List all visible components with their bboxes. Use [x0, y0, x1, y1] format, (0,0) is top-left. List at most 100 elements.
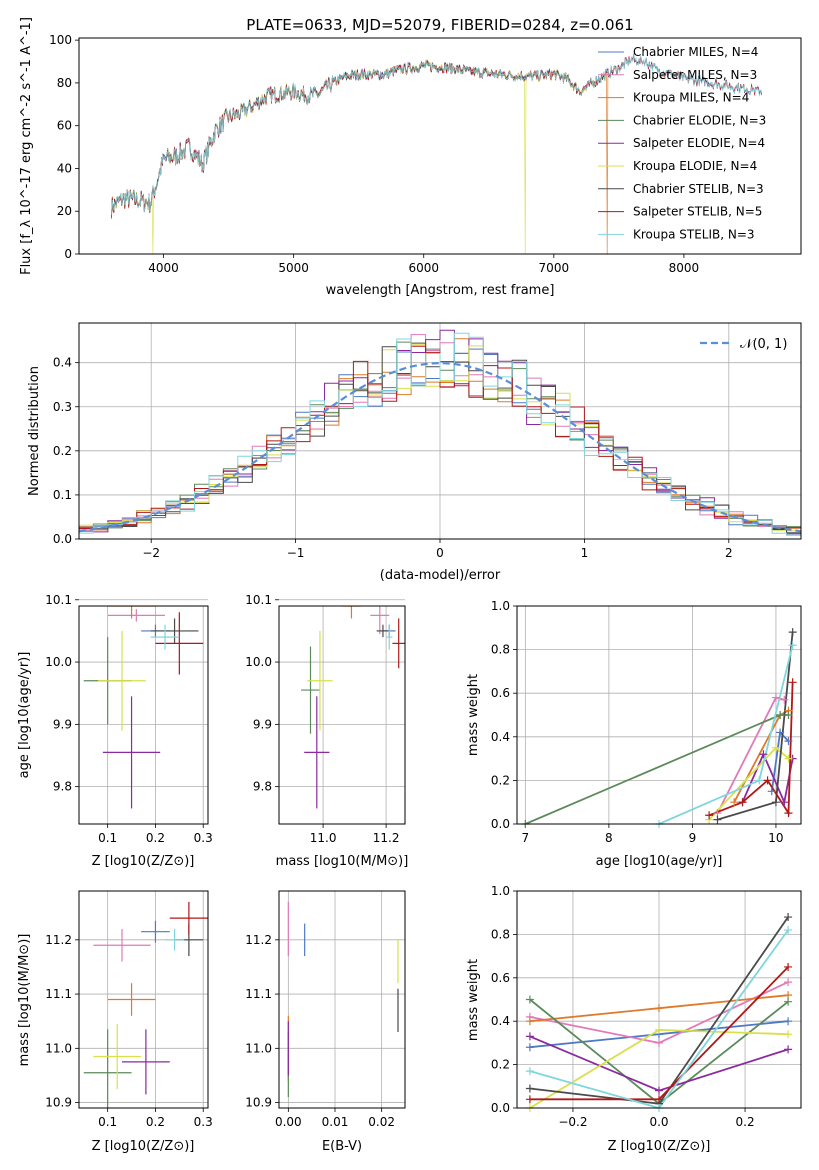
y-tick-label: 0.4: [491, 1014, 510, 1028]
y-tick-label: 0.4: [491, 730, 510, 744]
weight-marker: [655, 1025, 663, 1034]
y-tick-label: 0: [64, 247, 72, 261]
x-axis-label: (data-model)/error: [380, 568, 501, 583]
axes-frame: [78, 890, 209, 1109]
x-tick-label: 0.0: [649, 1115, 668, 1129]
panel-2: −2 −1 0 1 2 0.0 0.1 0.2 0.3 0.4 (data-model)/error…: [27, 322, 802, 583]
x-tick-label: 10: [768, 831, 783, 845]
weight-marker: [784, 962, 793, 971]
weight-marker: [788, 678, 797, 687]
weight-marker: [705, 811, 714, 820]
weight-marker: [788, 641, 797, 650]
x-tick-label: 0.3: [194, 1115, 213, 1129]
y-tick-label: 9.9: [253, 717, 272, 731]
y-tick-label: 11.0: [45, 1041, 72, 1055]
x-tick-label: 0.3: [194, 831, 213, 845]
y-tick-label: 11.1: [45, 987, 72, 1001]
y-tick-label: 0.3: [53, 400, 72, 414]
spectrum-line-3: [111, 58, 620, 254]
y-axis-label: age [log10(age/yr)]: [17, 652, 32, 779]
x-axis-label: Z [log10(Z/Z⊙)]: [92, 854, 195, 869]
x-tick-label: 0.1: [98, 1115, 117, 1129]
normal-curve: [79, 361, 801, 533]
y-tick-label: 9.8: [53, 780, 72, 794]
legend: Chabrier MILES, N=4 Salpeter MILES, N=3 Kr…: [598, 45, 766, 241]
axes-frame: [278, 605, 406, 825]
plot-area: [525, 632, 794, 824]
weight-marker: [780, 695, 789, 704]
weight-marker: [784, 913, 793, 922]
panel-3: 0.1 0.2 0.3 9.8 9.9 10.0 10.1 Z [log10(Z/Z⊙)] ag…: [17, 593, 213, 869]
y-axis-label: mass weight: [466, 674, 481, 756]
spectrum-line-9: [111, 53, 763, 216]
x-tick-label: 8: [605, 831, 613, 845]
panel-1: 4000 5000 6000 7000 8000 0 20 40 60 80 100 waveleng…: [19, 17, 802, 298]
y-axis-label: mass weight: [466, 959, 481, 1041]
weight-marker: [525, 1017, 534, 1026]
x-tick-label: 4000: [148, 261, 179, 275]
panel-7: 0.00 0.01 0.02 10.9 11.0 11.1 11.2 E(B-V): [245, 890, 406, 1154]
weight-marker: [525, 1067, 534, 1076]
x-tick-label: 0.2: [146, 831, 165, 845]
x-axis-label: age [log10(age/yr)]: [596, 854, 723, 869]
legend-label: Kroupa MILES, N=4: [633, 91, 749, 105]
weight-marker: [525, 1043, 534, 1052]
y-tick-label: 11.2: [245, 933, 272, 947]
x-tick-label: −2: [142, 546, 160, 560]
y-axis-label: Flux [f_λ 10^-17 erg cm^-2 s^-1 A^-1]: [19, 17, 34, 275]
weight-line-4: [525, 714, 789, 824]
y-axis-label: Normed distribution: [27, 366, 42, 496]
spectrum-line-6: [111, 60, 620, 254]
weight-marker: [784, 737, 793, 746]
weight-marker: [655, 1004, 663, 1013]
x-tick-label: 0.2: [736, 1115, 755, 1129]
plot-area: [111, 53, 763, 254]
y-tick-label: 40: [57, 161, 72, 175]
y-tick-label: 9.8: [253, 780, 272, 794]
plot-area: [301, 606, 405, 809]
weight-marker: [780, 798, 789, 807]
weight-marker: [784, 711, 793, 719]
weight-marker: [784, 926, 793, 935]
weight-line-5: [741, 751, 794, 806]
y-tick-label: 10.1: [45, 593, 72, 607]
x-tick-label: −1: [287, 546, 305, 560]
legend-label: Salpeter ELODIE, N=4: [633, 136, 765, 150]
x-tick-label: 8000: [669, 261, 700, 275]
weight-marker: [784, 1017, 793, 1026]
plot-area: [83, 901, 208, 1108]
legend-label: Salpeter MILES, N=3: [633, 68, 757, 82]
weight-marker: [713, 815, 722, 824]
weight-marker: [730, 798, 739, 807]
weight-marker: [755, 776, 764, 785]
panel-6: 0.1 0.2 0.3 10.9 11.0 11.1 11.2 Z [log10(Z/Z⊙)]…: [17, 890, 213, 1154]
y-tick-label: 60: [57, 119, 72, 133]
y-tick-label: 0.6: [491, 971, 510, 985]
x-tick-label: 5000: [278, 261, 309, 275]
y-tick-label: 10.9: [45, 1096, 72, 1110]
x-tick-label: 11.2: [373, 831, 400, 845]
axes-frame: [516, 890, 802, 1109]
x-tick-label: 7000: [539, 261, 570, 275]
weight-line-9: [529, 929, 789, 1108]
y-tick-label: 0.6: [491, 686, 510, 700]
x-axis-label: Z [log10(Z/Z⊙)]: [608, 1139, 711, 1154]
x-tick-label: 0.1: [98, 831, 117, 845]
y-tick-label: 0.1: [53, 488, 72, 502]
x-tick-label: 2: [725, 546, 733, 560]
y-tick-label: 10.0: [245, 655, 272, 669]
weight-marker: [767, 787, 776, 796]
weight-marker: [784, 997, 793, 1006]
weight-marker: [788, 628, 797, 637]
y-tick-label: 10.0: [45, 655, 72, 669]
y-tick-label: 80: [57, 76, 72, 90]
x-tick-label: 7: [522, 831, 530, 845]
legend-label: 𝒩(0, 1): [740, 337, 787, 352]
y-tick-label: 0.8: [491, 927, 510, 941]
y-tick-label: 9.9: [53, 717, 72, 731]
x-tick-label: 11.0: [310, 831, 337, 845]
x-tick-label: 9: [689, 831, 697, 845]
weight-marker: [784, 1045, 793, 1054]
plot-area: [79, 329, 801, 537]
